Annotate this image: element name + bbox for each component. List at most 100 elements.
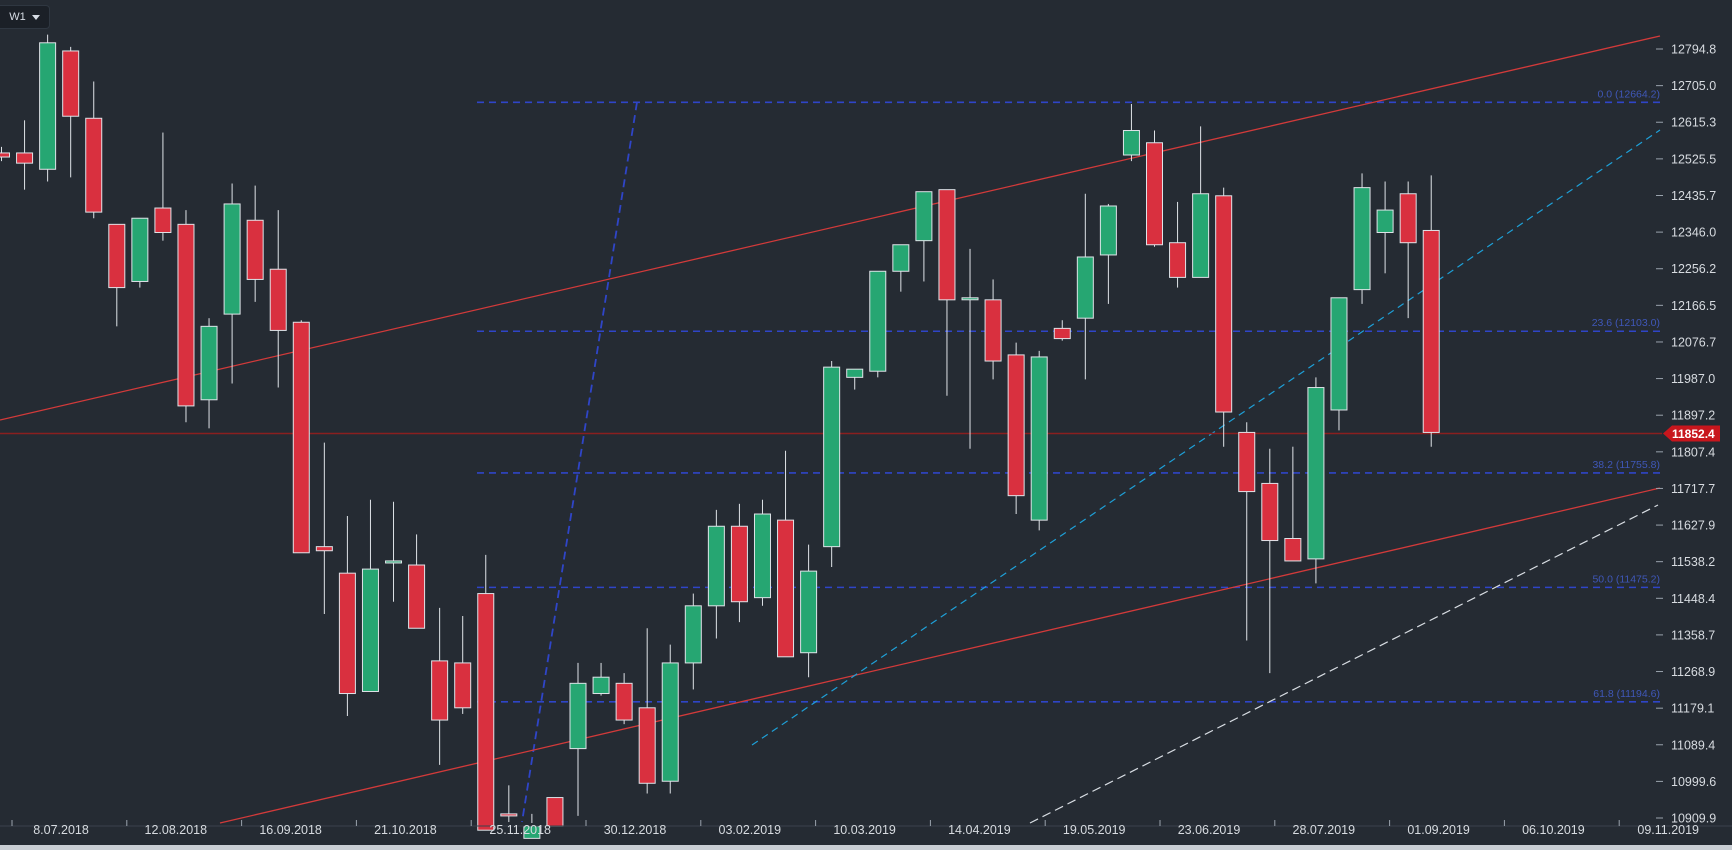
candle	[1007, 342, 1025, 515]
fib-level-label: 61.8 (11194.6)	[1593, 688, 1660, 700]
price-tick-label: 11179.1	[1671, 702, 1714, 716]
candle-body	[984, 299, 1002, 362]
candle-body	[1122, 130, 1140, 156]
candle	[638, 628, 656, 794]
time-tick-label: 28.07.2019	[1293, 823, 1356, 837]
candle-body	[246, 219, 264, 280]
candle-body	[269, 268, 287, 331]
chevron-down-icon	[31, 14, 40, 20]
candle	[108, 223, 126, 327]
candle	[1053, 320, 1071, 341]
candle-body	[315, 546, 333, 552]
candle	[1099, 203, 1117, 304]
fibonacci-retracement[interactable]: 0.0 (12664.2) 23.6 (12103.0) 38.2 (11755.8…	[477, 88, 1663, 823]
price-tick-label: 11089.4	[1671, 738, 1715, 752]
candle-body	[1146, 142, 1163, 246]
current-price-tag	[1663, 425, 1720, 442]
candle-body	[108, 223, 126, 289]
price-tick-label: 12166.5	[1671, 299, 1716, 313]
candle-body	[338, 572, 356, 695]
fib-level-label: 23.6 (12103.0)	[1592, 317, 1660, 329]
candle-body	[961, 297, 979, 301]
candlestick-series	[0, 34, 1440, 839]
candle	[454, 616, 472, 714]
candle-body	[1007, 354, 1025, 497]
price-tick-label: 11268.9	[1671, 665, 1715, 679]
candle-body	[1353, 187, 1371, 291]
candle	[984, 279, 1002, 380]
price-tick-label: 12435.7	[1671, 189, 1716, 203]
price-tick-label: 10909.9	[1671, 812, 1716, 826]
candle	[338, 516, 356, 716]
price-tick-label: 12615.3	[1671, 116, 1716, 130]
candle	[592, 662, 610, 696]
candle	[1307, 377, 1325, 584]
price-tick-label: 12525.5	[1671, 152, 1716, 166]
price-tick-label: 12076.7	[1671, 335, 1716, 349]
candle	[800, 544, 818, 678]
channel-lower-line	[219, 487, 1661, 824]
candle	[223, 183, 241, 384]
current-price-label: 11852.4	[1672, 427, 1715, 441]
candle	[1146, 130, 1163, 247]
time-tick-label: 8.07.2018	[33, 823, 89, 837]
time-tick-label: 19.05.2019	[1063, 823, 1126, 837]
time-tick-label: 03.02.2019	[719, 823, 782, 837]
candle	[730, 503, 748, 623]
candle-body	[1169, 242, 1187, 278]
price-tick-label: 12794.8	[1671, 43, 1716, 57]
candle	[292, 320, 310, 554]
candle	[408, 534, 426, 629]
candle-body	[638, 707, 656, 784]
timeframe-selector[interactable]: W1	[0, 5, 50, 29]
candle-body	[1076, 256, 1094, 319]
candle	[477, 554, 495, 831]
candle	[1169, 201, 1187, 288]
candle	[707, 509, 725, 639]
candle	[1238, 422, 1256, 641]
candle-body	[730, 525, 748, 603]
candle-body	[16, 152, 34, 164]
candle-body	[938, 189, 956, 301]
candle-body	[1307, 387, 1325, 560]
candle-body	[292, 321, 310, 554]
fib-level-label: 50.0 (11475.2)	[1592, 573, 1660, 585]
candle-body	[1422, 229, 1440, 433]
candle	[1076, 193, 1094, 380]
candle-body	[62, 50, 80, 117]
candle	[16, 120, 34, 190]
price-tick-label: 12705.0	[1671, 79, 1716, 93]
candle-body	[846, 368, 864, 378]
candle	[131, 217, 149, 288]
candle	[154, 132, 172, 241]
candle	[615, 673, 633, 725]
price-tick-label: 11538.2	[1671, 555, 1715, 569]
candle-body	[546, 797, 564, 827]
candle	[315, 442, 333, 614]
fib-level-label: 38.2 (11755.8)	[1592, 459, 1660, 471]
current-price-marker: 11852.4	[1663, 425, 1720, 442]
price-tick-label: 11358.7	[1671, 628, 1715, 642]
candle-body	[869, 270, 887, 372]
candle	[523, 813, 541, 839]
time-tick-label: 01.09.2019	[1407, 823, 1470, 837]
candle	[1376, 181, 1394, 274]
candle	[361, 499, 379, 692]
candle-body	[131, 217, 149, 282]
price-tick-label: 12346.0	[1671, 226, 1716, 240]
candle	[846, 368, 864, 390]
timeframe-label: W1	[9, 11, 26, 23]
candle	[39, 34, 57, 182]
price-tick-label: 11987.0	[1671, 372, 1715, 386]
candle-body	[361, 568, 379, 692]
candle-body	[0, 152, 10, 158]
candle	[961, 248, 979, 449]
time-tick-label: 16.09.2018	[259, 823, 322, 837]
candle-body	[431, 660, 449, 721]
candle	[1399, 181, 1417, 319]
candle-body	[707, 525, 725, 607]
candle	[1215, 187, 1233, 447]
candle	[385, 501, 403, 602]
